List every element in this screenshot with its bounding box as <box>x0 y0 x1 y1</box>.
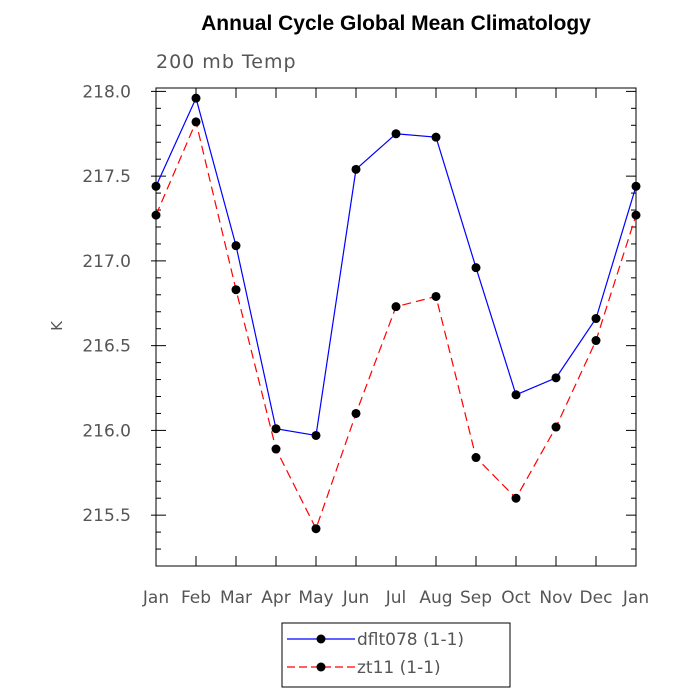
data-point-series-0 <box>551 373 561 383</box>
x-tick-label: Sep <box>460 588 492 608</box>
x-tick-label: Jan <box>142 588 169 608</box>
x-tick-label: May <box>298 588 333 608</box>
legend-box <box>281 622 511 688</box>
data-point-series-0 <box>471 263 481 273</box>
data-point-series-0 <box>431 132 441 142</box>
y-tick-label: 218.0 <box>82 82 131 102</box>
data-point-series-0 <box>271 424 281 434</box>
y-tick-label: 216.0 <box>82 421 131 441</box>
chart-title: Annual Cycle Global Mean Climatology <box>201 12 591 35</box>
data-point-series-0 <box>311 430 321 440</box>
x-tick-label: Mar <box>220 588 252 608</box>
data-point-series-0 <box>591 314 601 324</box>
plot-area-frame <box>155 87 637 567</box>
data-point-series-0 <box>351 164 361 174</box>
data-point-series-1 <box>271 444 281 454</box>
legend-marker-zt11 <box>316 662 326 672</box>
data-point-series-1 <box>391 302 401 312</box>
x-tick-labels: Jan Feb Mar Apr May Jun Jul Aug Sep Oct Nov Dec Jan <box>142 588 649 608</box>
x-tick-label: Jun <box>342 588 370 608</box>
legend-label-dflt078: dflt078 (1-1) <box>357 630 464 650</box>
y-tick-label: 215.5 <box>82 506 131 526</box>
chart-subtitle: 200 mb Temp <box>156 51 297 73</box>
data-point-series-1 <box>311 524 321 534</box>
legend: dflt078 (1-1) zt11 (1-1) <box>281 622 511 688</box>
y-axis-label: K <box>48 320 66 331</box>
data-point-series-1 <box>471 453 481 463</box>
y-tick-label: 217.5 <box>82 167 131 187</box>
data-point-series-1 <box>351 408 361 418</box>
x-tick-label: Jul <box>385 588 407 608</box>
data-point-series-1 <box>511 493 521 503</box>
data-point-series-1 <box>591 336 601 346</box>
series-lines <box>155 96 637 531</box>
series-line-0 <box>155 96 637 437</box>
x-tick-label: Nov <box>539 588 572 608</box>
data-point-series-1 <box>551 422 561 432</box>
data-point-series-0 <box>231 241 241 251</box>
series-line-1 <box>155 119 637 531</box>
data-point-series-1 <box>431 291 441 301</box>
legend-label-zt11: zt11 (1-1) <box>357 658 441 678</box>
y-tick-label: 217.0 <box>82 252 131 272</box>
x-tick-label: Aug <box>419 588 452 608</box>
x-tick-label: Dec <box>580 588 613 608</box>
x-tick-label: Oct <box>501 588 531 608</box>
data-point-series-0 <box>191 93 201 103</box>
y-tick-label: 216.5 <box>82 337 131 357</box>
legend-marker-dflt078 <box>316 634 326 644</box>
x-tick-label: Jan <box>622 588 649 608</box>
series-markers <box>151 93 641 534</box>
data-point-series-1 <box>191 117 201 127</box>
y-tick-labels: 215.5 216.0 216.5 217.0 217.5 218.0 <box>82 82 131 526</box>
data-point-series-0 <box>391 129 401 139</box>
data-point-series-1 <box>231 285 241 295</box>
axis-ticks <box>151 88 637 567</box>
x-tick-label: Feb <box>181 588 211 608</box>
x-tick-label: Apr <box>261 588 290 608</box>
data-point-series-0 <box>511 390 521 400</box>
